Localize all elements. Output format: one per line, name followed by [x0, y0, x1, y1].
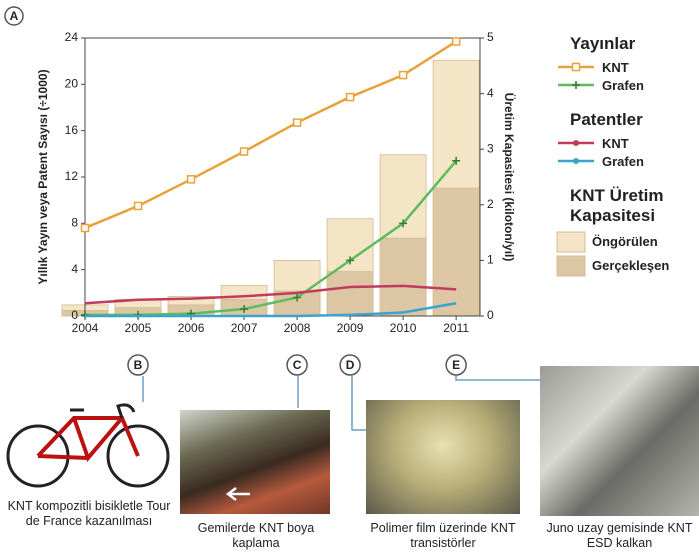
y-tick-label: 20	[65, 77, 79, 91]
y2-axis-title: Üretim Kapasitesi (kiloton/yıl)	[502, 93, 517, 262]
point	[400, 72, 407, 79]
page: {"chart_data": { "type": "combo", "panel…	[0, 0, 699, 559]
event-label: C	[293, 358, 302, 372]
point	[241, 148, 248, 155]
event-caption: Gemilerde KNT boya kaplama	[176, 521, 336, 551]
legend-label: KNT	[602, 136, 629, 151]
x-tick-label: 2009	[337, 321, 364, 335]
event-caption: Polimer film üzerinde KNT transistörler	[362, 521, 524, 551]
legend-label: Öngörülen	[592, 236, 658, 248]
photo-ship	[180, 410, 330, 514]
photo-bicycle	[4, 396, 172, 492]
legend-label: Grafen	[602, 154, 644, 169]
y-tick-label: 16	[65, 123, 79, 137]
x-tick-label: 2004	[72, 321, 99, 335]
panel-label: A	[10, 9, 19, 23]
legend-swatch-marker	[572, 81, 580, 89]
point	[188, 176, 195, 183]
legend-group-title: Yayınlar	[570, 34, 698, 54]
legend-swatch	[556, 231, 586, 253]
y2-tick-label: 1	[487, 253, 494, 267]
x-tick-label: 2010	[390, 321, 417, 335]
y-tick-label: 24	[65, 30, 79, 44]
event-label: B	[134, 358, 143, 372]
bar	[327, 272, 373, 316]
y2-tick-label: 3	[487, 141, 494, 155]
legend-swatch	[556, 61, 596, 73]
point	[294, 119, 301, 126]
y-tick-label: 0	[71, 308, 78, 322]
legend-item: KNT	[556, 134, 698, 152]
legend-item: KNT	[556, 58, 698, 76]
x-tick-label: 2006	[178, 321, 205, 335]
x-tick-label: 2008	[284, 321, 311, 335]
legend-swatch-marker	[573, 140, 579, 146]
photo-transistors	[366, 400, 520, 514]
legend-swatch-box	[557, 232, 585, 252]
bicycle-drawing	[4, 396, 172, 492]
event-label: E	[452, 358, 460, 372]
point	[135, 202, 142, 209]
event-caption: Juno uzay gemisinde KNT ESD kalkan	[540, 521, 699, 551]
y-tick-label: 4	[71, 262, 78, 276]
legend-swatch-marker	[573, 158, 579, 164]
y-axis-title: Yıllık Yayın veya Patent Sayısı (÷1000)	[36, 69, 50, 284]
legend-group-title: KNT Üretim Kapasitesi	[570, 186, 698, 226]
y-tick-label: 12	[65, 169, 79, 183]
y2-tick-label: 4	[487, 86, 494, 100]
bar	[380, 238, 426, 316]
legend-swatch	[556, 79, 596, 91]
legend-label: Gerçekleşen	[592, 260, 669, 272]
arrow	[180, 410, 330, 514]
event-label: D	[346, 358, 355, 372]
y2-tick-label: 5	[487, 30, 494, 44]
legend-label: Grafen	[602, 78, 644, 93]
y2-tick-label: 2	[487, 197, 494, 211]
legend-label: KNT	[602, 60, 629, 75]
x-tick-label: 2005	[125, 321, 152, 335]
legend-swatch-marker	[573, 64, 580, 71]
y-tick-label: 8	[71, 216, 78, 230]
photo-juno	[540, 366, 699, 516]
legend-swatch-box	[557, 256, 585, 276]
legend-swatch	[556, 255, 586, 277]
event-caption: KNT kompozitli bisikletle Tour de France…	[0, 499, 178, 529]
legend-item: Grafen	[556, 76, 698, 94]
legend-swatch	[556, 137, 596, 149]
point	[453, 38, 460, 45]
legend: Yayınlar KNT Grafen Patentler KNT Grafen KNT Ü…	[548, 28, 698, 278]
legend-item: Gerçekleşen	[556, 254, 698, 278]
y2-tick-label: 0	[487, 308, 494, 322]
bar	[433, 188, 479, 316]
point	[347, 94, 354, 101]
point	[82, 224, 89, 231]
legend-item: Öngörülen	[556, 230, 698, 254]
x-tick-label: 2007	[231, 321, 258, 335]
legend-item: Grafen	[556, 152, 698, 170]
x-tick-label: 2011	[443, 321, 469, 335]
legend-swatch	[556, 155, 596, 167]
legend-group-title: Patentler	[570, 110, 698, 130]
